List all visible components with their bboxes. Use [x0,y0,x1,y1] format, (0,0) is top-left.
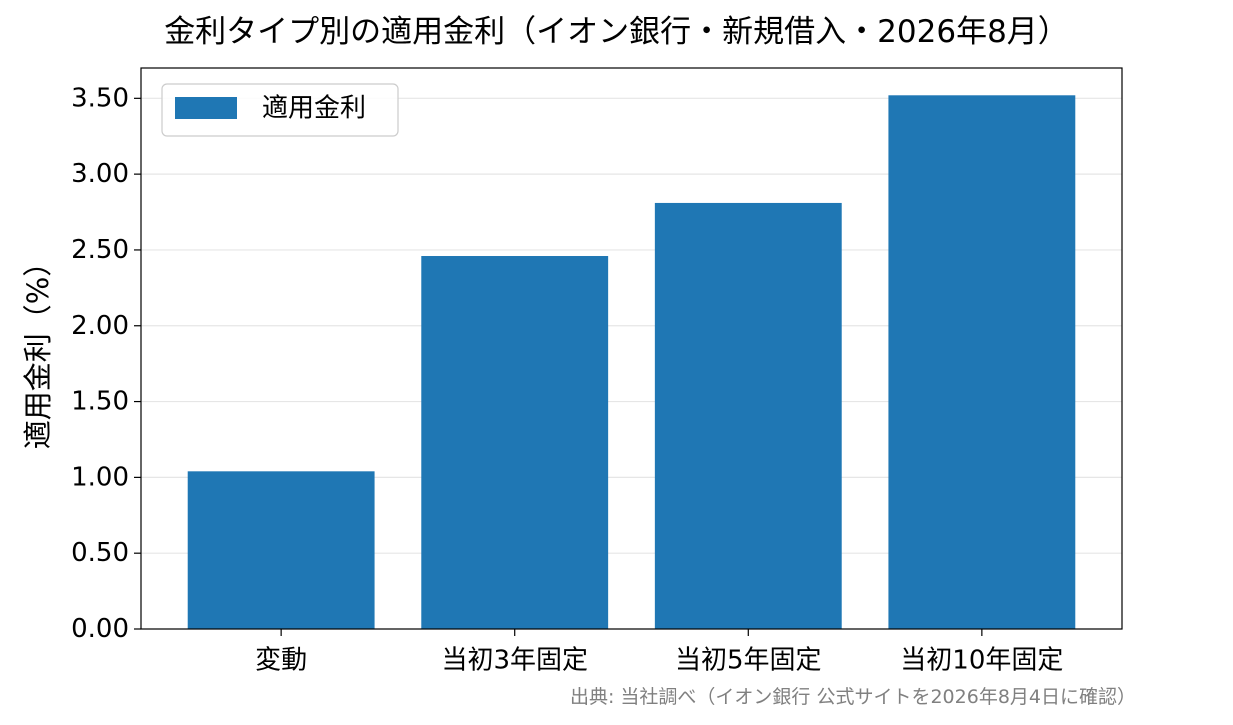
bar [888,95,1076,630]
x-tick-label: 当初10年固定 [900,646,1063,676]
y-tick-label: 2.50 [71,235,129,265]
legend: 適用金利 [161,83,399,137]
x-tick-label: 当初5年固定 [675,646,822,676]
bar [654,202,842,629]
chart-title: 金利タイプ別の適用金利（イオン銀行・新規借入・2026年8月） [164,14,1069,50]
bar [187,471,375,629]
y-tick-label: 1.50 [71,387,129,417]
y-tick-label: 2.00 [71,311,129,341]
x-axis: 変動 当初3年固定 当初5年固定 当初10年固定 [255,629,1063,676]
y-tick-label: 3.00 [71,159,129,189]
y-tick-label: 1.00 [71,462,129,492]
y-axis: 0.00 0.50 1.00 1.50 2.00 2.50 3.00 3.50 [71,83,141,644]
bars [187,95,1076,630]
source-note: 出典: 当社調べ（イオン銀行 公式サイトを2026年8月4日に確認） [569,686,1136,708]
y-tick-label: 3.50 [71,83,129,113]
y-axis-label: 適用金利（%） [21,248,55,450]
x-tick-label: 変動 [255,646,307,676]
y-tick-label: 0.50 [71,538,129,568]
plot-frame [140,67,1123,630]
legend-swatch [175,97,237,119]
y-tick-label: 0.00 [71,614,129,644]
legend-label: 適用金利 [262,94,366,124]
x-tick-label: 当初3年固定 [441,646,588,676]
bar [421,256,609,629]
